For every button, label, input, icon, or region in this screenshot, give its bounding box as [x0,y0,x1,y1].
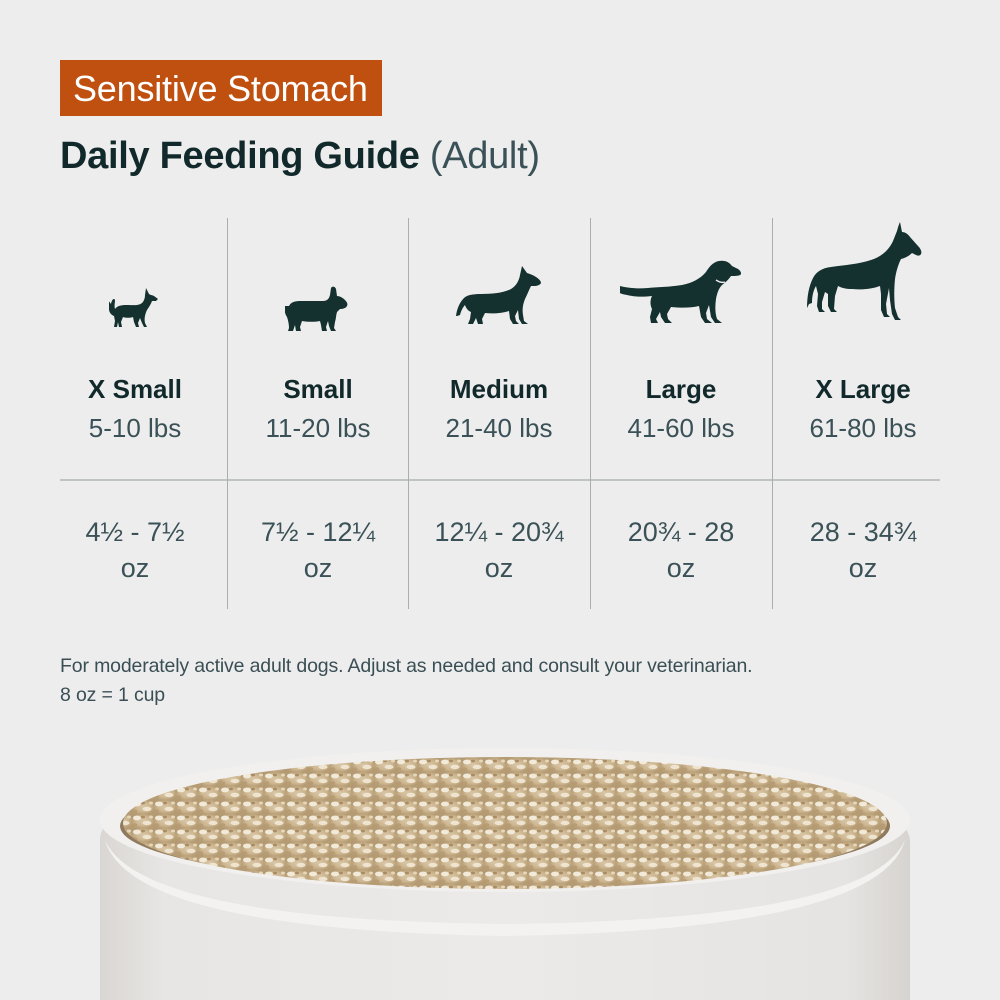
column-divider [408,218,409,609]
feeding-amount: 28 - 34¾ [809,517,917,547]
pitbull-icon [408,218,590,336]
weight-range: 21-40 lbs [445,413,553,443]
feeding-amount: 20¾ - 28 [627,517,735,547]
french-bulldog-icon [227,218,409,336]
feeding-unit: oz [666,553,696,583]
table-column-large: Large 41-60 lbs 20¾ - 28 oz [590,218,772,610]
row-divider [60,479,940,481]
column-divider [590,218,591,609]
note-line-2: 8 oz = 1 cup [60,684,165,706]
table-column-x-small: X Small 5-10 lbs 4½ - 7½ oz [44,218,226,610]
weight-range: 61-80 lbs [809,413,917,443]
feeding-amount: 4½ - 7½ [85,517,185,547]
table-column-medium: Medium 21-40 lbs 12¼ - 20¾ oz [408,218,590,610]
feeding-unit: oz [120,553,150,583]
size-label: Small [283,374,353,404]
title-main: Daily Feeding Guide [60,135,420,177]
chihuahua-icon [44,218,226,336]
size-label: X Large [815,374,911,404]
product-badge: Sensitive Stomach [60,60,382,116]
feeding-unit: oz [848,553,878,583]
table-column-x-large: X Large 61-80 lbs 28 - 34¾ oz [772,218,954,610]
column-divider [227,218,228,609]
column-divider [772,218,773,609]
labrador-icon [590,218,772,336]
feeding-unit: oz [303,553,333,583]
feeding-amount: 7½ - 12¼ [260,517,376,547]
food-bowl-image [0,730,1000,1000]
title-sub: (Adult) [429,135,540,177]
feeding-amount: 12¼ - 20¾ [434,517,564,547]
feeding-unit: oz [484,553,514,583]
size-label: Medium [449,374,549,404]
page-title: Daily Feeding Guide (Adult) [60,128,540,184]
size-label: X Small [88,374,182,404]
feeding-table: X Small 5-10 lbs 4½ - 7½ oz Small 11-20 … [60,218,940,610]
feeding-note: For moderately active adult dogs. Adjust… [60,652,753,710]
size-label: Large [645,374,717,404]
table-column-small: Small 11-20 lbs 7½ - 12¼ oz [227,218,409,610]
weight-range: 5-10 lbs [88,413,182,443]
weight-range: 41-60 lbs [627,413,735,443]
note-line-1: For moderately active adult dogs. Adjust… [60,655,753,677]
weight-range: 11-20 lbs [265,413,371,443]
great-dane-icon [772,218,954,336]
